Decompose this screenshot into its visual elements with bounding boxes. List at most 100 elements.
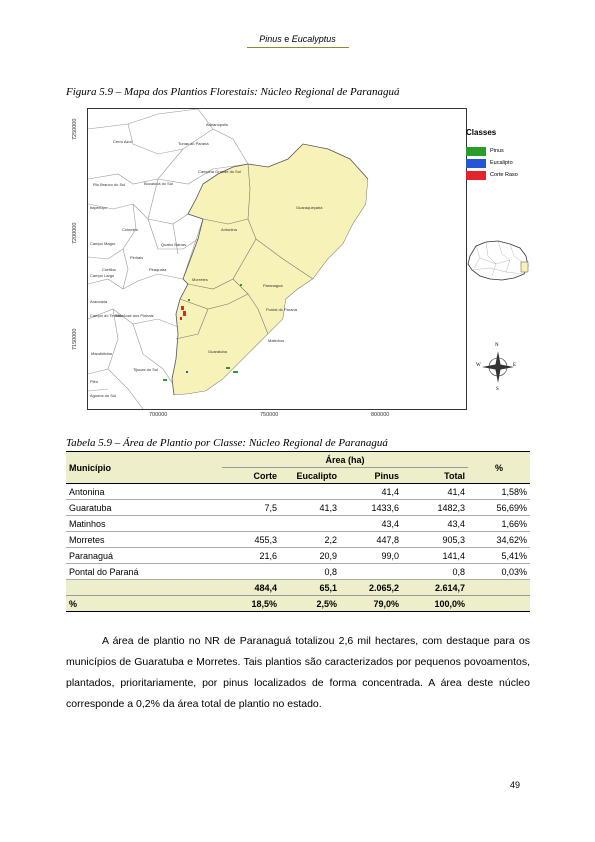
legend-item-eucalipto: Eucalipto bbox=[466, 157, 518, 169]
table-row: Antonina 41,4 41,4 1,58% bbox=[66, 484, 530, 500]
cell-pinus: 43,4 bbox=[381, 518, 399, 529]
compass-rose: N S E W bbox=[476, 343, 520, 402]
table-row: Paranaguá 21,6 20,9 99,0 141,4 5,41% bbox=[66, 548, 530, 564]
cell-total: 41,4 bbox=[447, 486, 465, 497]
cell-pinus: 1433,6 bbox=[371, 502, 399, 513]
label-tijucas-do-sul: Tijucas do Sul bbox=[133, 367, 158, 372]
axis-x-label-1: 700000 bbox=[149, 412, 168, 418]
legend-swatch-pinus bbox=[466, 146, 486, 156]
cell-percent-pct bbox=[468, 596, 530, 612]
table-caption: Tabela 5.9 – Área de Plantio por Classe:… bbox=[66, 437, 388, 449]
header-corte: Corte bbox=[222, 467, 280, 484]
legend-label-corte-raso: Corte Raso bbox=[490, 172, 518, 178]
running-header: Pinus e Eucalyptus bbox=[0, 34, 595, 44]
label-rio-branco-do-sul: Rio Branco do Sul bbox=[93, 182, 126, 187]
label-agudos-do-sul: Agudos do Sul bbox=[90, 393, 117, 398]
label-matinhos: Matinhos bbox=[268, 338, 285, 343]
map-drawing bbox=[88, 109, 466, 409]
cell-pinus: 447,8 bbox=[376, 534, 399, 545]
label-quatro-barras: Quatro Barras bbox=[161, 242, 187, 247]
cell-pct: 5,41% bbox=[501, 550, 527, 561]
plantation-markers bbox=[163, 284, 242, 381]
compass-n: N bbox=[495, 343, 499, 348]
table-row: Pontal do Paraná 0,8 0,8 0,03% bbox=[66, 564, 530, 580]
legend-title: Classes bbox=[466, 128, 497, 137]
cell-total: 1482,3 bbox=[437, 502, 465, 513]
label-mandirituba: Mandirituba bbox=[91, 351, 112, 356]
cell-corte bbox=[222, 484, 280, 500]
cell-corte bbox=[222, 516, 280, 532]
header-area: Área (ha) bbox=[222, 451, 468, 468]
label-morretes: Morretes bbox=[192, 277, 208, 282]
cell-pinus: 41,4 bbox=[381, 486, 399, 497]
legend-label-pinus: Pinus bbox=[490, 148, 504, 154]
label-pien: Piên bbox=[90, 379, 99, 384]
cell-percent-pinus: 79,0% bbox=[373, 598, 399, 609]
label-adrianopolis: Adrianópolis bbox=[206, 122, 229, 127]
cell-percent-eucalipto: 2,5% bbox=[316, 598, 337, 609]
axis-y-label-2: 7200000 bbox=[72, 222, 78, 244]
label-campina-grande-do-sul: Campina Grande do Sul bbox=[198, 169, 241, 174]
cell-total: 905,3 bbox=[442, 534, 465, 545]
compass-w: W bbox=[476, 363, 481, 368]
cell-corte: 455,3 bbox=[254, 534, 277, 545]
label-sao-jose-dos-pinhais: São José dos Pinhais bbox=[115, 313, 154, 318]
cell-municipio: Matinhos bbox=[69, 518, 106, 529]
axis-y-label-3: 7150000 bbox=[72, 328, 78, 350]
cell-totals-label bbox=[66, 580, 222, 596]
label-curitiba: Curitiba bbox=[102, 267, 116, 272]
header-municipio: Município bbox=[66, 451, 222, 484]
cell-total: 43,4 bbox=[447, 518, 465, 529]
header-pct: % bbox=[468, 451, 530, 484]
cell-pct: 0,03% bbox=[501, 566, 527, 577]
label-paranagua: Paranaguá bbox=[263, 283, 283, 288]
region-internal-boundaries bbox=[175, 163, 314, 340]
cell-corte: 21,6 bbox=[259, 550, 277, 561]
label-araucaria: Araucária bbox=[90, 299, 108, 304]
state-outline-icon bbox=[467, 240, 529, 281]
cell-municipio: Antonina bbox=[69, 486, 105, 497]
legend-swatch-corte-raso bbox=[466, 170, 486, 180]
cell-pinus: 99,0 bbox=[381, 550, 399, 561]
cell-total: 141,4 bbox=[442, 550, 465, 561]
cell-percent-total: 100,0% bbox=[434, 598, 465, 609]
totals-row: 484,4 65,1 2.065,2 2.614,7 bbox=[66, 579, 530, 596]
cell-percent-label: % bbox=[69, 598, 78, 609]
label-piraquara: Piraquara bbox=[149, 267, 167, 272]
cell-total-eucalipto: 65,1 bbox=[319, 582, 337, 593]
axis-x-label-2: 750000 bbox=[260, 412, 279, 418]
compass-rose-icon bbox=[482, 351, 514, 383]
map-legend: Classes Pinus Eucalipto Corte Raso bbox=[466, 128, 518, 181]
cell-pct: 34,62% bbox=[496, 534, 527, 545]
cell-eucalipto: 41,3 bbox=[319, 502, 337, 513]
cell-eucalipto: 0,8 bbox=[324, 566, 337, 577]
axis-x-label-3: 800000 bbox=[371, 412, 390, 418]
cell-pct: 1,66% bbox=[501, 518, 527, 529]
cell-eucalipto: 20,9 bbox=[319, 550, 337, 561]
header-rule bbox=[247, 47, 349, 48]
label-pinhais: Pinhais bbox=[130, 255, 144, 260]
cell-eucalipto bbox=[280, 516, 340, 532]
cell-pinus bbox=[340, 564, 402, 580]
legend-item-corte-raso: Corte Raso bbox=[466, 169, 518, 181]
label-pontal-do-parana: Pontal do Paraná bbox=[266, 307, 297, 312]
map: Adrianópolis Cerro Azul Tunas do Paraná … bbox=[87, 108, 467, 410]
header-total: Total bbox=[402, 467, 468, 484]
percent-row: % 18,5% 2,5% 79,0% 100,0% bbox=[66, 595, 530, 612]
state-inset-map bbox=[466, 238, 530, 287]
cell-pct: 56,69% bbox=[496, 502, 527, 513]
label-bocaiuva-do-sul: Bocaiúva do Sul bbox=[144, 181, 173, 186]
cell-eucalipto: 2,2 bbox=[324, 534, 337, 545]
header-pinus: Pinus bbox=[259, 34, 282, 44]
cell-municipio: Paranaguá bbox=[69, 550, 114, 561]
cell-percent-corte: 18,5% bbox=[251, 598, 277, 609]
compass-e: E bbox=[513, 363, 517, 368]
cell-total: 0,8 bbox=[452, 566, 465, 577]
cell-total-pct bbox=[468, 580, 530, 596]
cell-municipio: Guaratuba bbox=[69, 502, 112, 513]
compass-s: S bbox=[496, 387, 499, 392]
cell-corte: 7,5 bbox=[264, 502, 277, 513]
figure-caption: Figura 5.9 – Mapa dos Plantios Florestai… bbox=[66, 86, 400, 98]
header-pinus: Pinus bbox=[340, 467, 402, 484]
legend-label-eucalipto: Eucalipto bbox=[490, 160, 513, 166]
